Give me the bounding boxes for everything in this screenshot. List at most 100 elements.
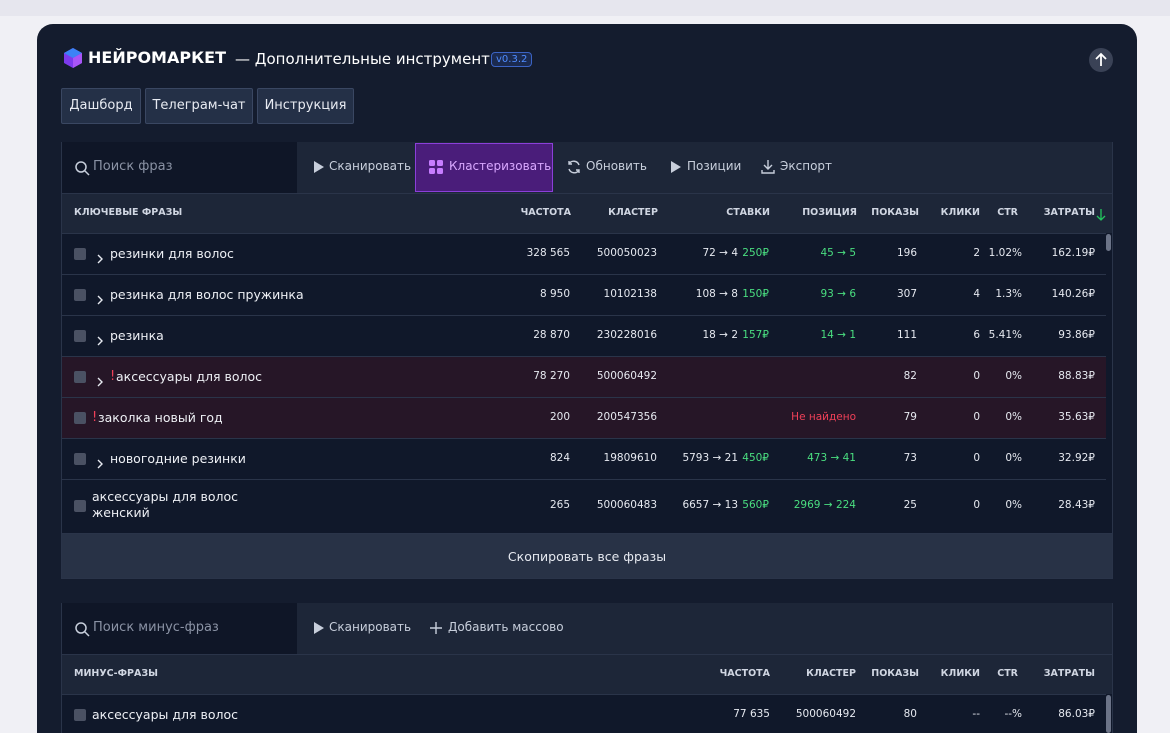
cell-bid-price: 450₽ (742, 451, 769, 464)
table-header (62, 193, 1112, 233)
search-icon-svg (75, 622, 90, 637)
expand-chevron (96, 290, 104, 304)
expand-chevron-svg (97, 295, 103, 304)
phrase: резинка (110, 327, 164, 343)
cell-cost: 140.26₽ (1051, 287, 1095, 300)
cell-cluster: 19809610 (603, 451, 657, 464)
row-checkbox[interactable] (74, 288, 86, 301)
row-checkbox[interactable] (74, 329, 86, 342)
cell-cost: 32.92₽ (1058, 451, 1095, 464)
cell-freq: 78 270 (533, 369, 570, 382)
action-button-active[interactable] (415, 143, 553, 192)
cell-bid-price: 150₽ (742, 287, 769, 300)
row-checkbox[interactable] (74, 500, 86, 512)
column-header: ЧАСТОТА (520, 207, 571, 218)
cell-shows: 80 (903, 708, 917, 720)
cell-freq: 328 565 (526, 246, 570, 259)
column-header: КЛАСТЕР (806, 668, 856, 679)
action-button[interactable]: Позиции (687, 159, 742, 173)
row-checkbox[interactable] (74, 247, 86, 260)
action-button[interactable]: Экспорт (780, 159, 833, 173)
row-checkbox[interactable] (74, 370, 86, 383)
column-header: МИНУС-ФРАЗЫ (74, 668, 158, 679)
phrase: резинка для волос пружинка (110, 286, 304, 302)
action-button[interactable]: Кластеризовать (449, 159, 552, 173)
table-row (62, 356, 1106, 397)
copy-all-button[interactable]: Скопировать все фразы (62, 533, 1112, 578)
cell-bid-price: 157₽ (742, 328, 769, 341)
action-button[interactable]: Сканировать (329, 159, 412, 173)
table-row (62, 233, 1106, 274)
expand-chevron (96, 372, 104, 386)
cell-freq: 77 635 (733, 708, 770, 720)
cell-freq: 8 950 (539, 287, 570, 300)
expand-chevron (96, 249, 104, 263)
cell-ctr: 1.02% (988, 246, 1022, 259)
row-checkbox[interactable] (74, 709, 86, 721)
cell-bid: 5793 → 21 (682, 451, 738, 464)
cell-shows: 196 (896, 246, 917, 259)
cell-ctr: 0% (1005, 410, 1022, 423)
cell-position: Не найдено (791, 410, 856, 423)
column-header: СТАВКИ (726, 207, 770, 218)
table-row (62, 315, 1106, 356)
tab[interactable]: Телеграм-чат (145, 88, 253, 124)
action-icon (669, 159, 685, 175)
column-header: ЧАСТОТА (719, 668, 770, 679)
cell-cost: 93.86₽ (1058, 328, 1095, 341)
search-input[interactable] (62, 603, 297, 654)
cell-ctr: 0% (1005, 499, 1022, 511)
expand-chevron-svg (97, 254, 103, 263)
search-input[interactable] (62, 142, 297, 193)
column-header: ПОКАЗЫ (871, 668, 919, 679)
cell-freq: 200 (549, 410, 570, 423)
cell-ctr: 0% (1005, 451, 1022, 464)
phrase: новогодние резинки (110, 450, 246, 466)
action-icon-svg (671, 161, 681, 173)
column-header: CTR (997, 668, 1018, 679)
tab[interactable]: Дашборд (61, 88, 141, 124)
cell-position: 14 → 1 (820, 328, 856, 341)
cell-shows: 307 (896, 287, 917, 300)
action-button[interactable]: Обновить (586, 159, 647, 173)
alert-mark: ! (110, 368, 116, 384)
cell-clicks: 6 (973, 328, 980, 341)
cell-cost: 162.19₽ (1051, 246, 1095, 259)
table-row (62, 438, 1106, 479)
brand: НЕЙРОМАРКЕТ (88, 48, 226, 67)
cell-bid: 72 → 4 (702, 246, 738, 259)
action-icon (760, 159, 776, 175)
cell-cost: 35.63₽ (1058, 410, 1095, 423)
table-header (62, 654, 1112, 694)
cell-shows: 82 (903, 369, 917, 382)
phrase: аксессуары для волос (92, 707, 239, 722)
logo-icon (64, 48, 82, 68)
scrollbar-thumb (1106, 234, 1111, 251)
alert-mark: ! (92, 409, 98, 425)
action-icon (566, 159, 582, 175)
cell-position: 93 → 6 (820, 287, 856, 300)
search-placeholder: Поиск минус-фраз (93, 620, 219, 635)
cell-freq: 28 870 (533, 328, 570, 341)
cell-cost: 86.03₽ (1058, 708, 1095, 720)
row-checkbox[interactable] (74, 452, 86, 465)
tab[interactable]: Инструкция (257, 88, 354, 124)
expand-chevron-svg (97, 459, 103, 468)
action-icon (428, 159, 444, 175)
scroll-top-button[interactable] (1089, 48, 1113, 72)
expand-chevron-svg (97, 336, 103, 345)
phrase: резинки для волос (110, 245, 234, 261)
action-button[interactable]: Сканировать (329, 620, 412, 634)
expand-chevron (96, 331, 104, 345)
table-row (62, 397, 1106, 438)
action-button[interactable]: Добавить массово (448, 620, 564, 634)
arrow-up-icon (1095, 52, 1107, 66)
column-header: ЗАТРАТЫ (1043, 668, 1095, 679)
action-icon (428, 620, 444, 636)
cell-freq: 265 (549, 499, 570, 511)
cell-bid-price: 560₽ (742, 499, 769, 511)
action-icon-svg (314, 161, 324, 173)
row-checkbox[interactable] (74, 411, 86, 424)
action-icon-svg (568, 160, 580, 174)
